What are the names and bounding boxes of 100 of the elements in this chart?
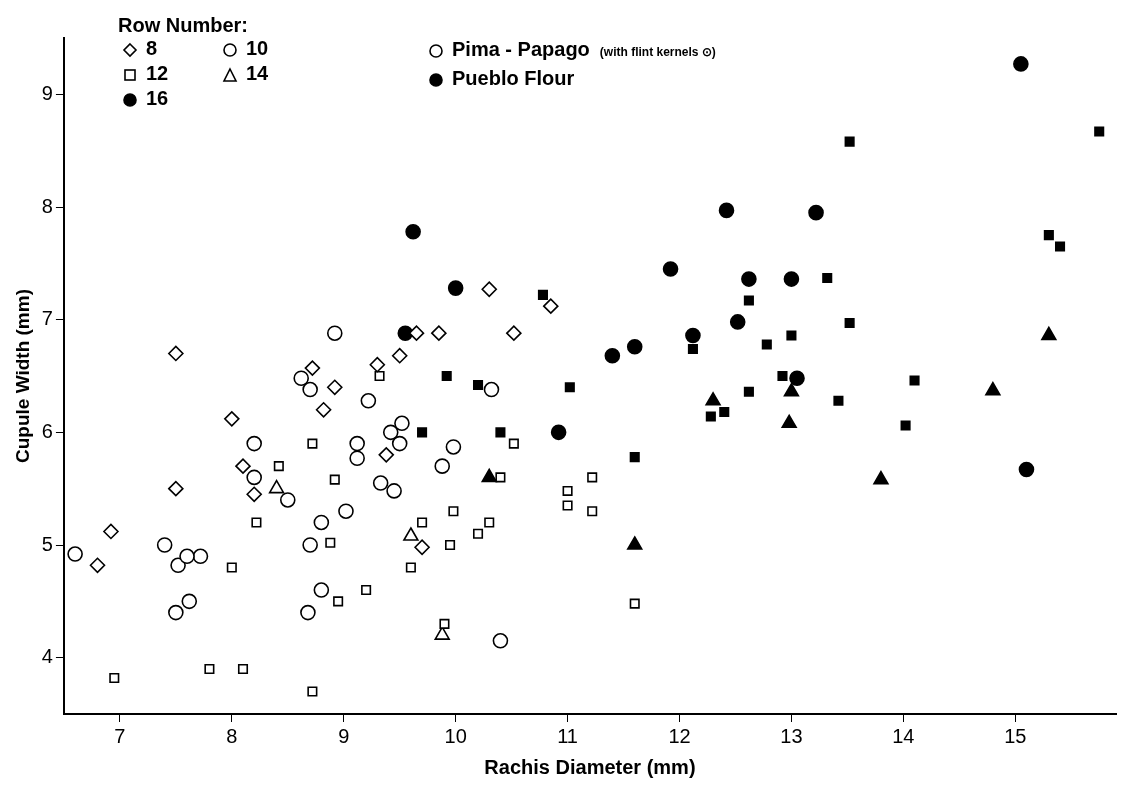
point — [685, 327, 701, 344]
point — [1018, 461, 1035, 478]
point — [833, 395, 844, 406]
point — [246, 435, 262, 452]
point — [562, 485, 573, 496]
point — [300, 604, 316, 621]
point — [743, 386, 754, 397]
x-tick-label: 11 — [557, 724, 578, 747]
point — [417, 427, 428, 438]
point — [103, 523, 119, 540]
x-axis-title: Rachis Diameter (mm) — [484, 755, 696, 778]
point — [391, 347, 408, 364]
point — [844, 136, 855, 147]
point — [224, 411, 240, 427]
point — [405, 562, 416, 573]
point — [777, 370, 788, 382]
point — [391, 435, 408, 452]
point — [403, 527, 419, 541]
legend-label: 16 — [145, 87, 170, 110]
point — [89, 557, 106, 574]
point — [439, 618, 450, 629]
point — [662, 261, 679, 277]
point — [414, 539, 430, 556]
point — [1013, 56, 1029, 72]
point — [719, 407, 730, 418]
y-tick-label: 6 — [41, 419, 53, 442]
point — [246, 469, 262, 486]
point — [361, 585, 372, 596]
point — [604, 347, 621, 364]
point — [481, 468, 497, 483]
point — [325, 537, 336, 548]
point — [627, 536, 643, 550]
point — [786, 330, 797, 341]
point — [741, 271, 757, 287]
point — [307, 686, 318, 697]
point — [315, 402, 332, 418]
point — [326, 379, 343, 396]
point — [251, 517, 262, 528]
point — [761, 339, 772, 350]
x-tick-label: 10 — [444, 724, 467, 747]
point — [473, 528, 484, 539]
x-tick-label: 14 — [892, 724, 915, 747]
legend-label: 8 — [145, 37, 159, 60]
annotation: Pima - Papago — [452, 38, 590, 60]
y-tick-label: 7 — [41, 307, 53, 330]
point — [781, 414, 797, 429]
point — [313, 582, 330, 598]
point — [326, 325, 343, 341]
point — [562, 500, 573, 511]
y-tick-label: 8 — [41, 194, 53, 217]
point — [434, 458, 451, 474]
point — [273, 461, 284, 472]
point — [304, 360, 321, 376]
point — [441, 370, 452, 382]
y-tick-label: 9 — [41, 81, 53, 104]
point — [431, 325, 447, 341]
point — [226, 562, 237, 573]
point — [844, 318, 855, 329]
legend-title: Row Number: — [118, 14, 249, 37]
point — [900, 420, 911, 431]
point — [447, 280, 464, 296]
point — [743, 295, 754, 306]
point — [808, 204, 824, 221]
point — [333, 596, 344, 607]
point — [382, 424, 399, 441]
point — [378, 447, 395, 463]
point — [394, 415, 410, 432]
point — [302, 381, 318, 398]
point — [789, 370, 805, 387]
legend-label: Pueblo Flour — [451, 67, 576, 90]
point — [508, 438, 519, 449]
point — [587, 472, 598, 483]
annotation: (with flint kernels ⊙) — [599, 45, 716, 59]
point — [369, 356, 386, 373]
point — [192, 548, 209, 565]
point — [445, 439, 462, 455]
legend-label: 14 — [245, 62, 270, 85]
point — [1043, 230, 1054, 241]
point — [408, 325, 425, 341]
point — [168, 345, 184, 362]
point — [179, 548, 195, 565]
point — [506, 325, 522, 341]
point — [237, 663, 249, 674]
point — [550, 424, 567, 441]
x-tick-label: 9 — [338, 724, 350, 747]
point — [448, 506, 459, 517]
point — [417, 517, 428, 528]
point — [67, 546, 83, 562]
point — [374, 370, 385, 382]
point — [687, 343, 698, 354]
point — [109, 672, 120, 683]
legend-label: 12 — [145, 62, 170, 85]
point — [1041, 326, 1057, 341]
point — [445, 539, 456, 551]
point — [279, 492, 296, 508]
x-tick-label: 13 — [780, 724, 803, 747]
point — [537, 289, 548, 300]
point — [181, 593, 198, 610]
point — [542, 298, 559, 314]
point — [629, 452, 640, 463]
